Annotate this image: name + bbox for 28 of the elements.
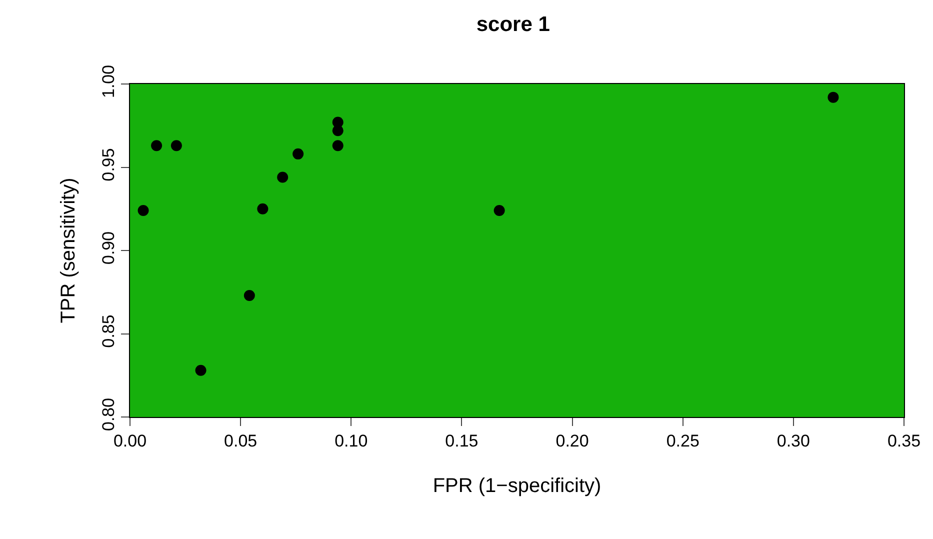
x-tick-label: 0.35: [887, 431, 921, 450]
point: [828, 92, 839, 103]
x-tick-label: 0.10: [334, 431, 368, 450]
point: [170, 140, 182, 152]
x-tick-label: 0.25: [666, 431, 700, 450]
y-tick-label: 0.80: [99, 398, 118, 431]
point: [292, 148, 304, 160]
point: [332, 125, 344, 136]
point: [138, 205, 149, 216]
y-tick-label: 1.00: [99, 64, 118, 98]
y-tick-label: 0.85: [99, 314, 118, 348]
point: [277, 172, 288, 183]
y-axis-title: TPR (sensitivity): [58, 178, 80, 324]
y-tick-label: 0.95: [99, 148, 118, 182]
point: [195, 364, 206, 376]
x-tick-label: 0.15: [445, 431, 478, 450]
point: [494, 205, 505, 216]
x-tick-label: 0.05: [224, 431, 258, 450]
y-tick-label: 0.90: [99, 231, 118, 264]
x-tick-label: 0.30: [776, 431, 810, 450]
point: [244, 290, 255, 301]
point: [151, 140, 162, 152]
chart-title: score 1: [476, 12, 550, 36]
point: [332, 140, 344, 152]
point: [257, 203, 268, 214]
x-tick-label: 0.20: [556, 431, 589, 450]
x-tick-label: 0.00: [113, 431, 147, 450]
x-axis-title: FPR (1−specificity): [432, 474, 602, 497]
